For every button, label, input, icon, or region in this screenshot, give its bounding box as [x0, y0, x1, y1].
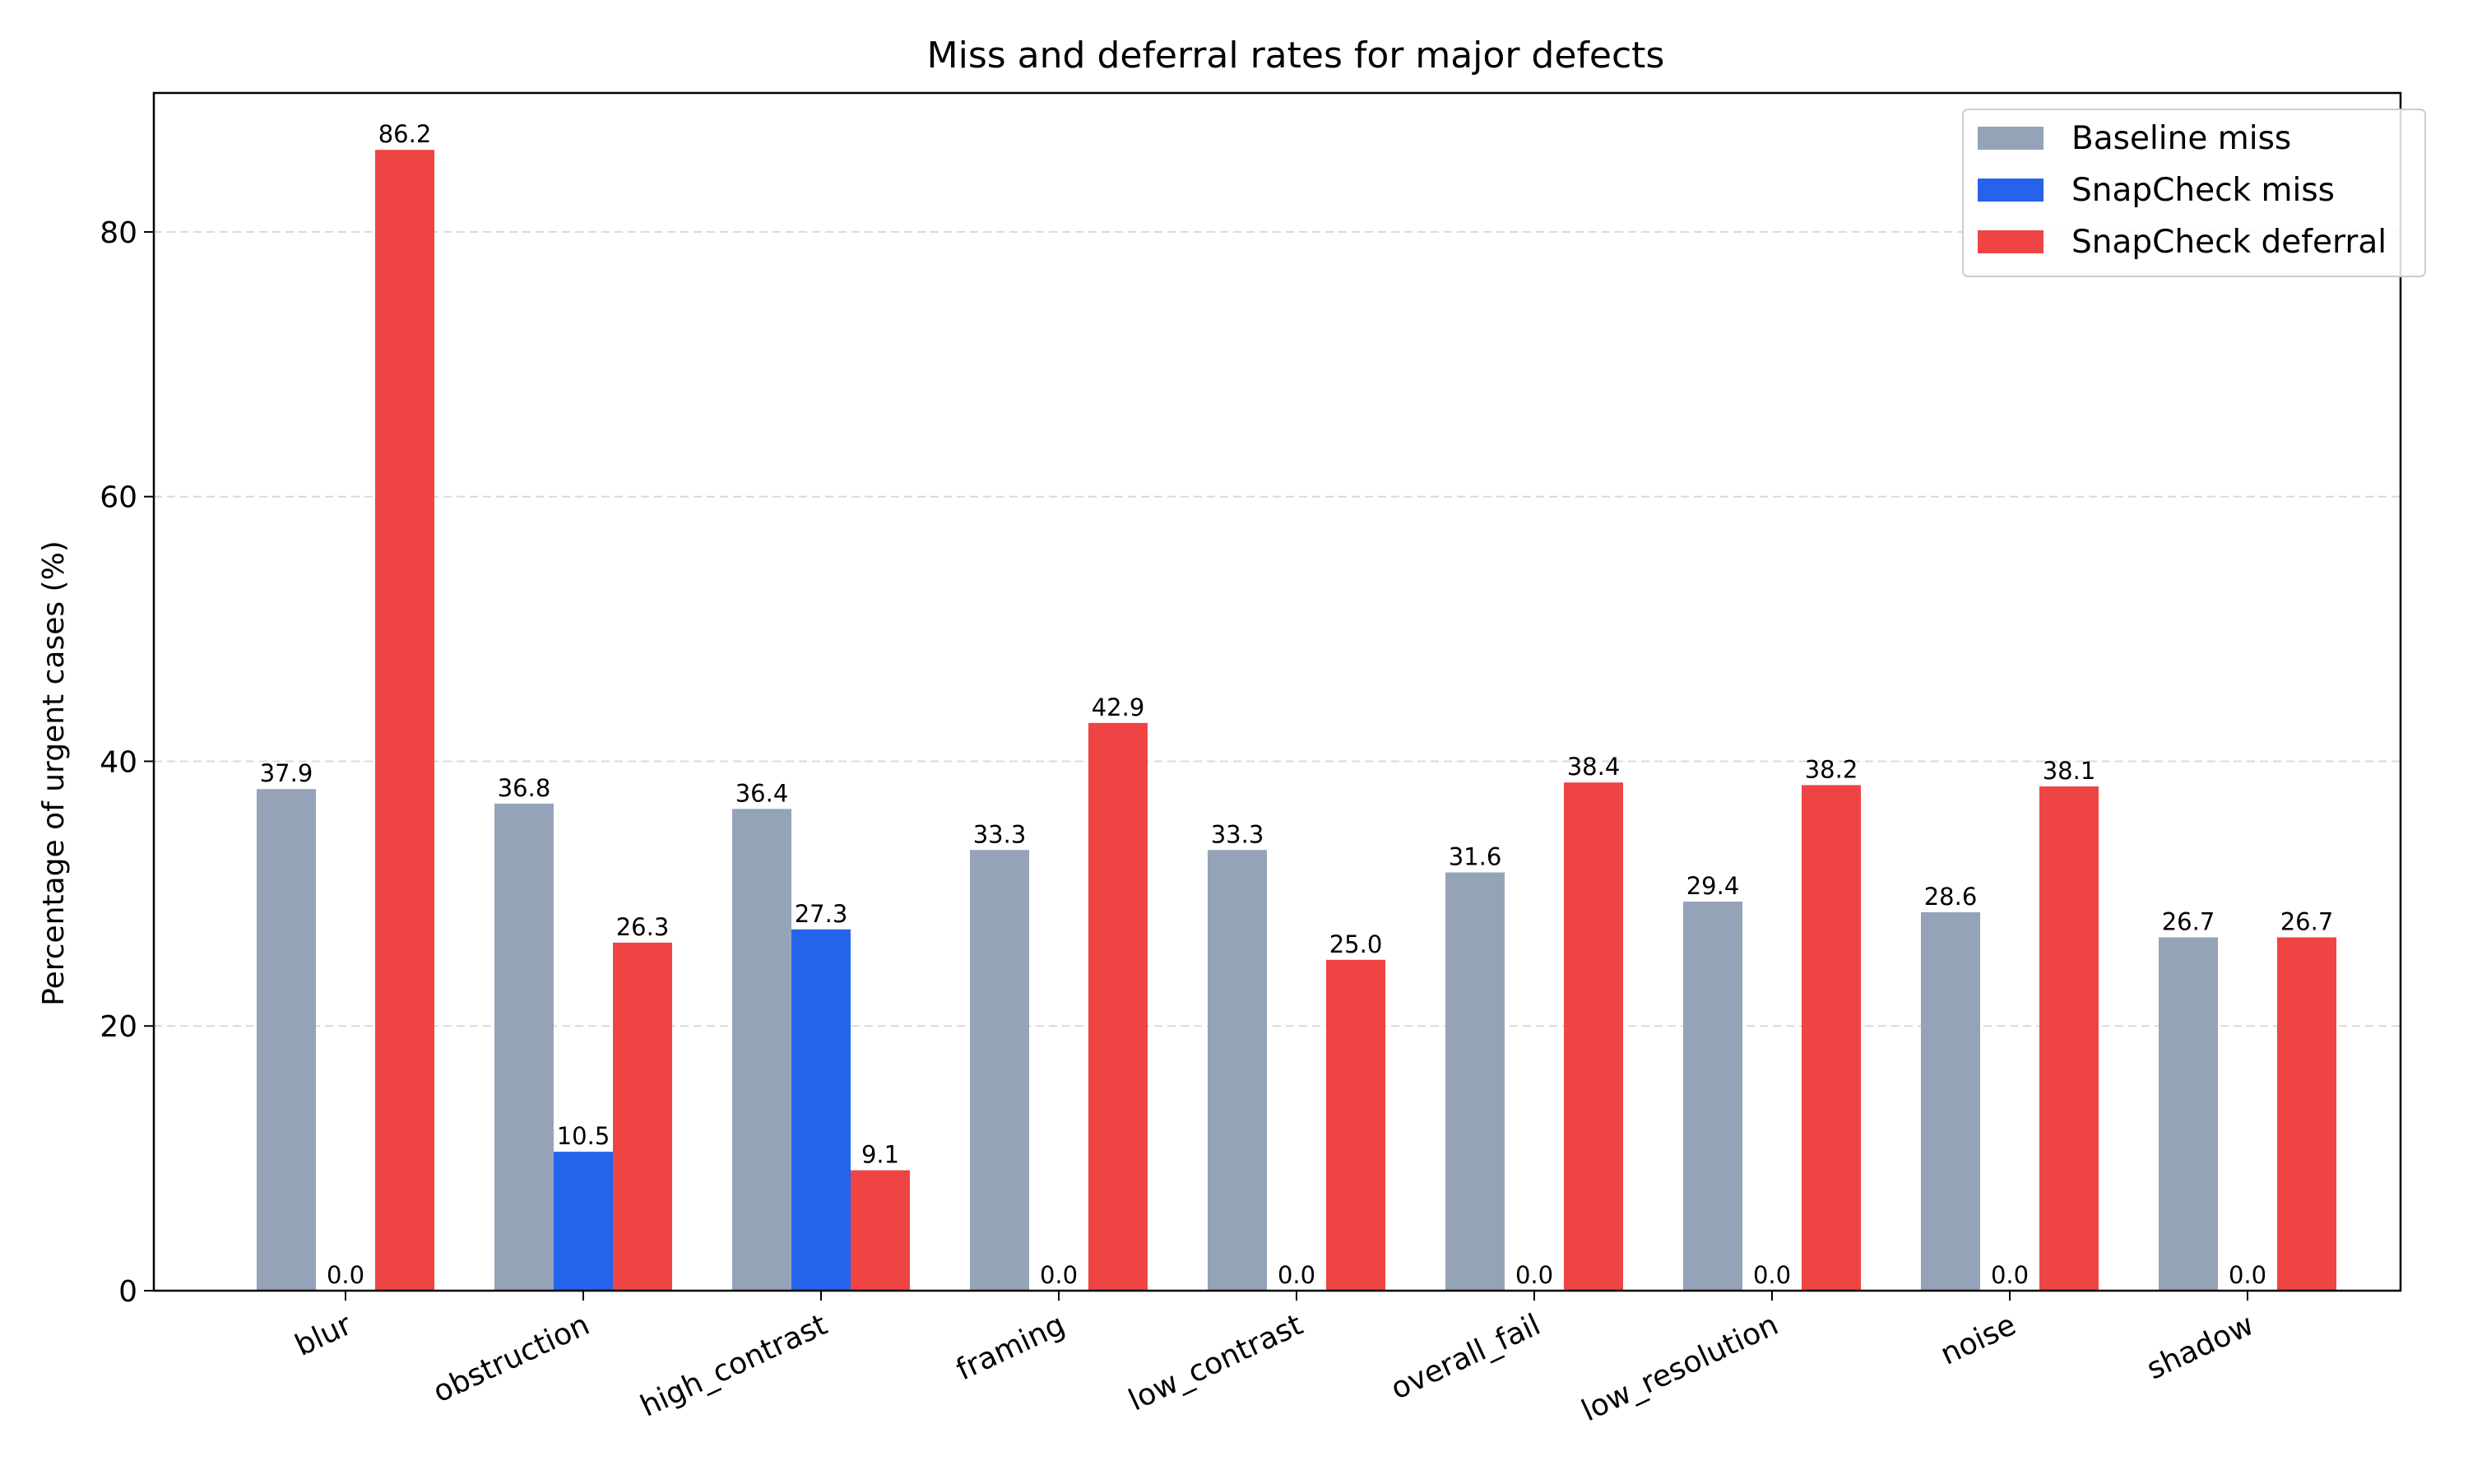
plot-frame — [152, 91, 2402, 1292]
legend-label: Baseline miss — [2071, 120, 2291, 157]
y-tick-label: 0 — [118, 1275, 137, 1309]
x-tick-label: framing — [951, 1308, 1069, 1387]
y-axis-label: Percentage of urgent cases (%) — [37, 540, 71, 1006]
x-tick-label: shadow — [2141, 1308, 2258, 1386]
bar — [494, 803, 554, 1291]
x-tick-label: low_resolution — [1576, 1308, 1783, 1428]
bar — [970, 850, 1029, 1291]
value-label: 28.6 — [1924, 883, 1978, 911]
bar — [1445, 872, 1505, 1291]
bar — [791, 929, 851, 1291]
bar — [1088, 722, 1148, 1291]
bar — [1802, 785, 1861, 1291]
bar — [732, 809, 791, 1291]
x-tick-label: noise — [1936, 1308, 2021, 1372]
bar — [1326, 959, 1385, 1291]
bar — [1208, 850, 1267, 1291]
legend-box — [1962, 109, 2426, 277]
bar — [2277, 937, 2336, 1291]
x-tick-label: obstruction — [428, 1308, 594, 1409]
value-label: 0.0 — [1278, 1261, 1315, 1289]
value-label: 38.2 — [1805, 755, 1858, 783]
value-label: 86.2 — [378, 120, 432, 148]
bar — [851, 1170, 910, 1291]
y-tick-label: 20 — [100, 1010, 137, 1044]
value-label: 26.3 — [616, 913, 670, 941]
bar — [375, 150, 434, 1291]
legend-swatch — [1978, 127, 2044, 150]
value-label: 33.3 — [1211, 820, 1264, 848]
value-label: 36.8 — [498, 774, 551, 802]
value-label: 0.0 — [1991, 1261, 2029, 1289]
value-label: 38.1 — [2043, 757, 2096, 785]
value-label: 27.3 — [795, 900, 848, 928]
bars — [257, 150, 2336, 1291]
chart-title: Miss and deferral rates for major defect… — [927, 35, 1665, 77]
bar — [1683, 902, 1742, 1291]
value-label: 29.4 — [1686, 872, 1740, 900]
value-label: 42.9 — [1092, 693, 1145, 721]
bar — [554, 1152, 613, 1291]
bar — [613, 942, 672, 1291]
legend-label: SnapCheck miss — [2071, 172, 2335, 209]
legend-swatch — [1978, 179, 2044, 202]
value-label: 0.0 — [1040, 1261, 1078, 1289]
value-label: 38.4 — [1567, 753, 1621, 781]
bar — [2039, 786, 2099, 1291]
x-tick-label: overall_fail — [1386, 1308, 1546, 1407]
value-label: 36.4 — [735, 779, 789, 807]
y-tick-label: 80 — [100, 216, 137, 250]
value-label: 25.0 — [1329, 930, 1383, 958]
value-label: 0.0 — [1753, 1261, 1791, 1289]
value-label: 37.9 — [260, 759, 313, 787]
value-labels: 37.9 0.0 86.2 36.8 10.5 26.3 36.4 27.3 9.1 33.3 0.… — [260, 120, 2334, 1289]
bar — [2159, 937, 2218, 1291]
value-label: 26.7 — [2162, 907, 2215, 935]
value-label: 31.6 — [1449, 843, 1502, 871]
y-tick-label: 60 — [100, 481, 137, 515]
bar — [257, 789, 316, 1291]
value-label: 9.1 — [861, 1141, 899, 1169]
bar — [1564, 782, 1623, 1291]
value-label: 0.0 — [327, 1261, 364, 1289]
legend-swatch — [1978, 230, 2044, 253]
value-label: 0.0 — [2229, 1261, 2266, 1289]
value-label: 26.7 — [2280, 907, 2334, 935]
legend-label: SnapCheck deferral — [2071, 224, 2387, 261]
value-label: 33.3 — [973, 820, 1027, 848]
bar — [1921, 911, 1980, 1291]
value-label: 0.0 — [1515, 1261, 1553, 1289]
value-label: 10.5 — [557, 1122, 610, 1150]
x-tick-label: blur — [290, 1308, 357, 1363]
y-tick-label: 40 — [100, 745, 137, 779]
legend: Baseline miss SnapCheck miss SnapCheck def… — [1962, 109, 2426, 277]
x-tick-label: low_contrast — [1124, 1308, 1308, 1417]
x-tick-label: high_contrast — [635, 1308, 832, 1424]
